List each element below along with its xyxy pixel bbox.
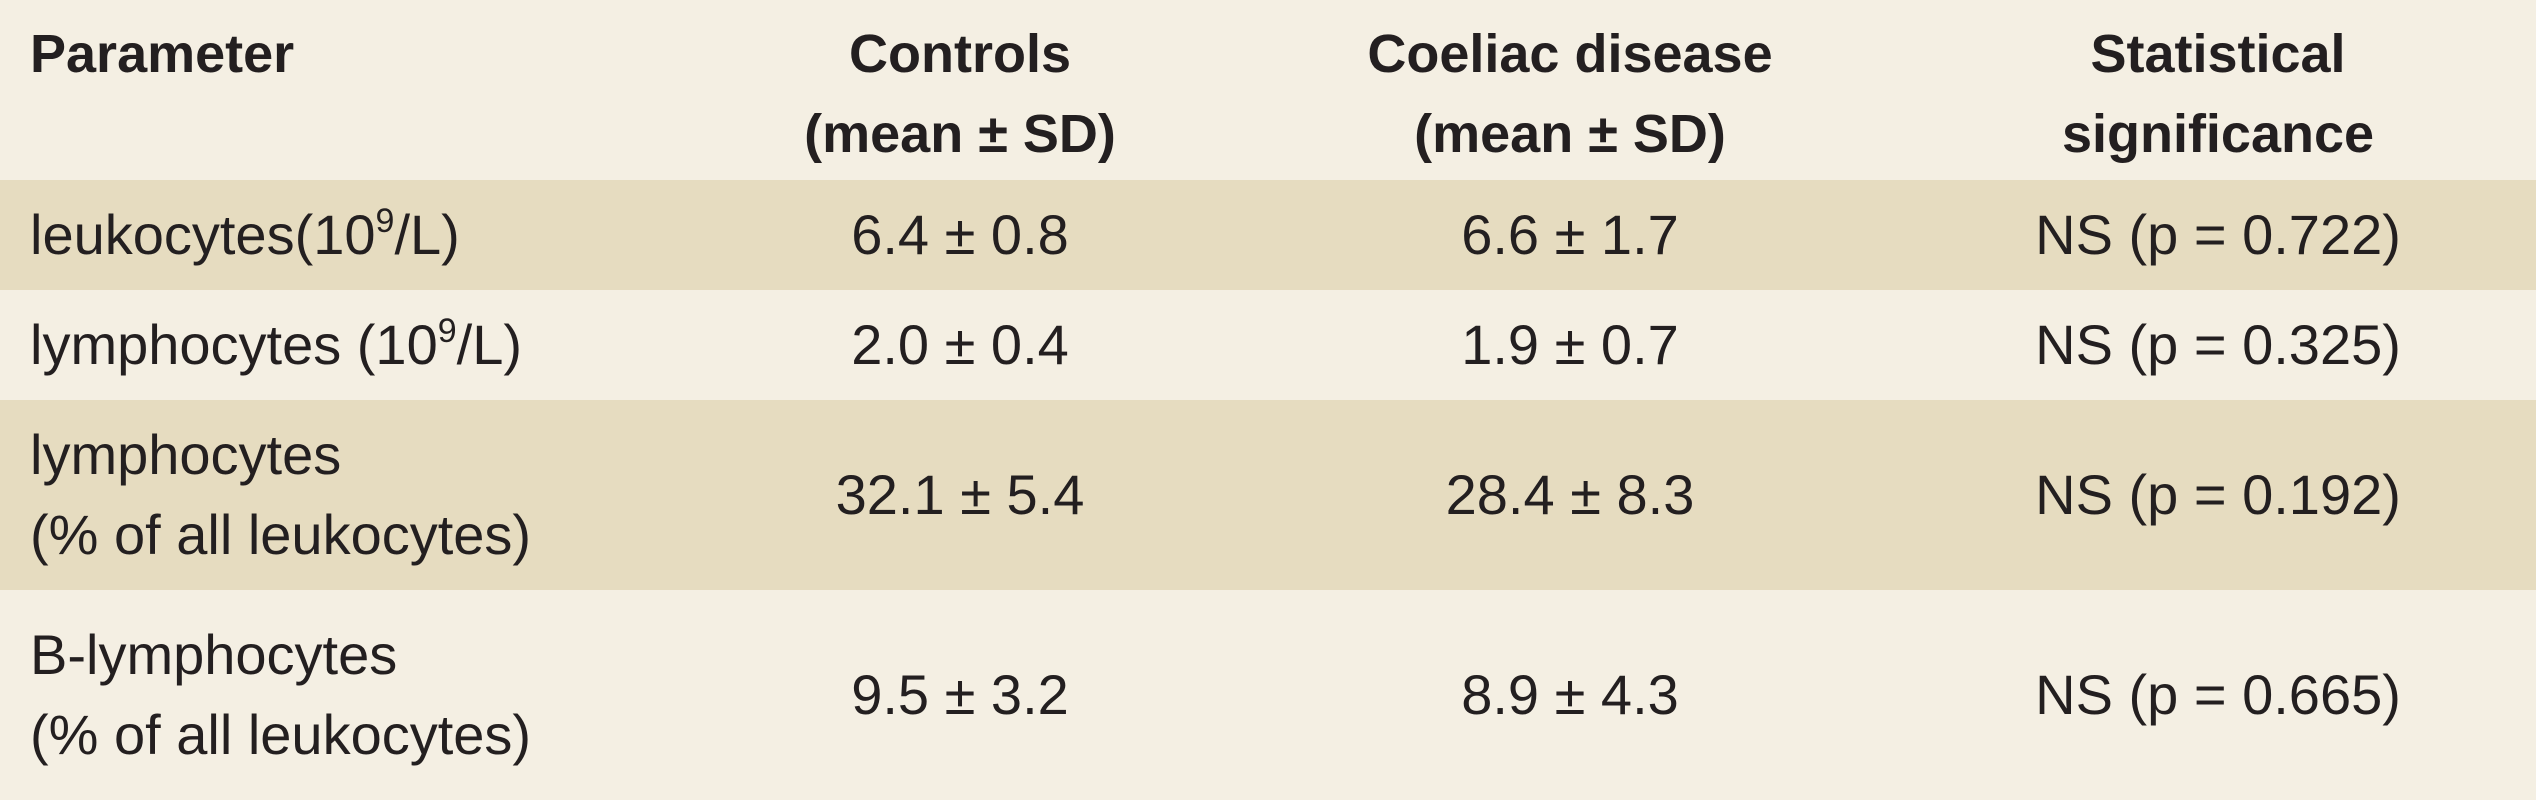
controls-cell: 32.1 ± 5.4: [835, 463, 1085, 526]
parameter-cell: leukocytes(109/L): [30, 202, 460, 266]
coeliac-cell: 1.9 ± 0.7: [1461, 313, 1679, 376]
coeliac-cell: 8.9 ± 4.3: [1461, 663, 1679, 726]
table-row: leukocytes(109/L) 6.4 ± 0.8 6.6 ± 1.7 NS…: [0, 180, 2536, 290]
significance-cell: NS (p = 0.325): [2035, 313, 2401, 376]
controls-cell: 9.5 ± 3.2: [851, 663, 1069, 726]
parameter-cell: lymphocytes (109/L): [30, 312, 523, 376]
table-row: lymphocytes (% of all leukocytes) 32.1 ±…: [0, 400, 2536, 590]
parameter-cell: lymphocytes (% of all leukocytes): [30, 423, 532, 566]
table-row: lymphocytes (109/L) 2.0 ± 0.4 1.9 ± 0.7 …: [0, 290, 2536, 400]
controls-cell: 2.0 ± 0.4: [851, 313, 1069, 376]
controls-cell: 6.4 ± 0.8: [851, 203, 1069, 266]
table-header-row: Parameter Controls (mean ± SD) Coeliac d…: [0, 0, 2536, 180]
coeliac-cell: 6.6 ± 1.7: [1461, 203, 1679, 266]
significance-cell: NS (p = 0.665): [2035, 663, 2401, 726]
coeliac-cell: 28.4 ± 8.3: [1445, 463, 1695, 526]
parameter-cell: B-lymphocytes (% of all leukocytes): [30, 623, 532, 766]
significance-cell: NS (p = 0.192): [2035, 463, 2401, 526]
header-statistical-significance: Statistical significance: [2061, 24, 2375, 164]
header-coeliac-disease: Coeliac disease (mean ± SD): [1367, 24, 1773, 164]
header-parameter: Parameter: [30, 24, 295, 84]
significance-cell: NS (p = 0.722): [2035, 203, 2401, 266]
table-row: B-lymphocytes (% of all leukocytes) 9.5 …: [0, 590, 2536, 800]
header-controls: Controls (mean ± SD): [804, 24, 1116, 164]
